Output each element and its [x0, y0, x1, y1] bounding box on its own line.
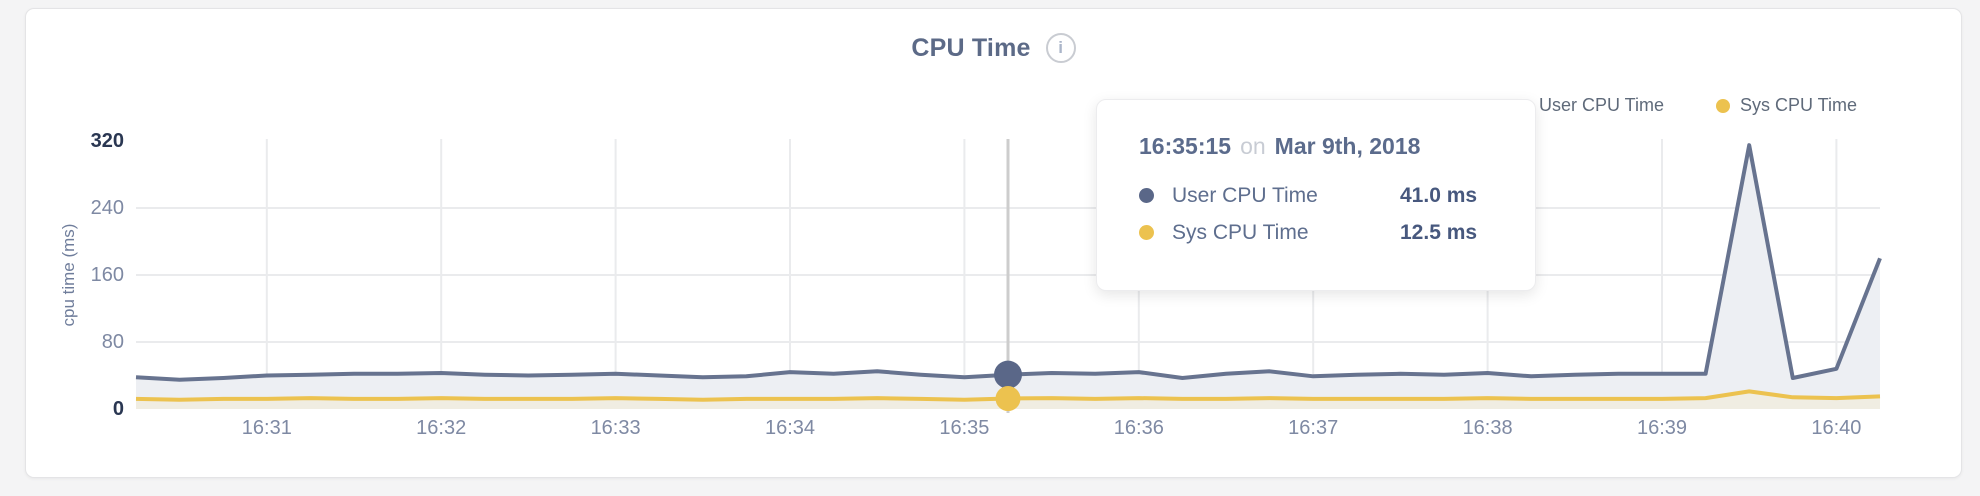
x-tick-label: 16:31	[241, 417, 292, 439]
y-tick-label: 240	[90, 197, 124, 219]
tooltip-series-value: 41.0 ms	[1400, 183, 1478, 207]
hover-dot-sys	[995, 386, 1021, 412]
tooltip-row-sys: Sys CPU Time 12.5 ms	[1139, 214, 1493, 251]
x-tick-label: 16:35	[939, 417, 990, 439]
tooltip-dot-sys-icon	[1139, 225, 1154, 240]
legend-item-user-cpu[interactable]: User CPU Time	[1514, 95, 1664, 116]
y-tick-label: 320	[90, 130, 124, 152]
x-tick-label: 16:36	[1113, 417, 1164, 439]
legend-item-sys-cpu[interactable]: Sys CPU Time	[1715, 95, 1857, 116]
tooltip-date: Mar 9th, 2018	[1274, 133, 1421, 159]
legend: User CPU Time Sys CPU Time	[1514, 95, 1857, 116]
tooltip-row-user: User CPU Time 41.0 ms	[1139, 177, 1493, 214]
tooltip-dot-user-icon	[1139, 188, 1154, 203]
hover-dot-user	[994, 360, 1022, 389]
chart-tooltip: 16:35:15 on Mar 9th, 2018 User CPU Time …	[1096, 99, 1536, 291]
cpu-time-chart[interactable]	[26, 9, 1963, 479]
x-tick-label: 16:32	[416, 417, 467, 439]
x-tick-label: 16:40	[1811, 417, 1862, 439]
user-cpu-area	[136, 145, 1880, 409]
x-tick-label: 16:33	[590, 417, 641, 439]
tooltip-series-value: 12.5 ms	[1400, 220, 1478, 244]
tooltip-separator: on	[1240, 133, 1266, 159]
x-tick-label: 16:38	[1462, 417, 1513, 439]
chart-header: CPU Time i	[26, 31, 1961, 65]
x-tick-label: 16:37	[1288, 417, 1339, 439]
legend-dot-sys-icon	[1715, 98, 1730, 113]
legend-label-sys: Sys CPU Time	[1739, 95, 1857, 115]
y-tick-label: 160	[90, 264, 124, 286]
cpu-time-panel: CPU Time i User CPU Time Sys CPU Time cp…	[25, 8, 1962, 478]
x-tick-label: 16:39	[1636, 417, 1688, 439]
tooltip-series-name: Sys CPU Time	[1172, 220, 1309, 244]
tooltip-timestamp: 16:35:15 on Mar 9th, 2018	[1139, 133, 1493, 160]
x-tick-label: 16:34	[764, 417, 816, 439]
tooltip-time: 16:35:15	[1139, 133, 1232, 159]
tooltip-series-name: User CPU Time	[1172, 183, 1318, 207]
info-icon[interactable]: i	[1045, 33, 1076, 63]
legend-label-user: User CPU Time	[1538, 95, 1664, 115]
y-tick-label: 0	[112, 398, 124, 420]
chart-title: CPU Time	[911, 33, 1031, 62]
y-tick-label: 80	[101, 331, 124, 353]
